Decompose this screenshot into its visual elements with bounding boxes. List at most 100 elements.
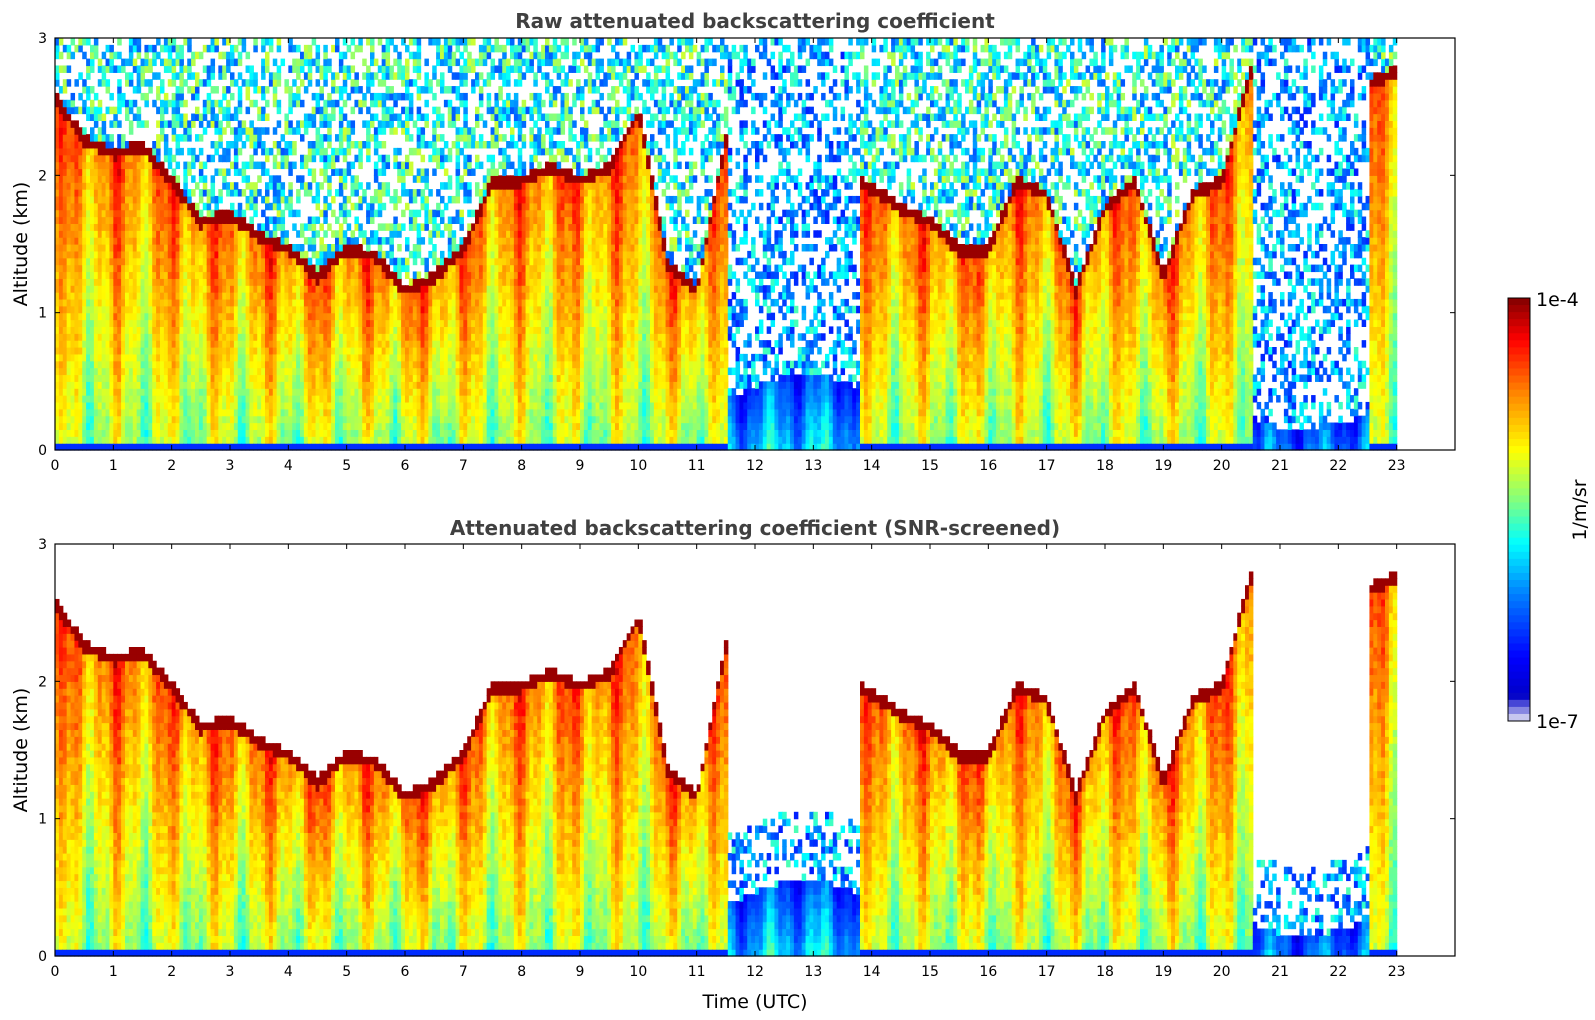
heatmap-cell bbox=[316, 368, 320, 375]
heatmap-cell bbox=[117, 251, 121, 258]
heatmap-cell bbox=[141, 306, 145, 313]
heatmap-cell bbox=[164, 258, 168, 265]
heatmap-cell bbox=[234, 299, 238, 306]
heatmap-cell bbox=[63, 347, 67, 354]
heatmap-cell bbox=[234, 258, 238, 265]
heatmap-cell bbox=[253, 196, 257, 203]
heatmap-cell bbox=[172, 182, 176, 189]
heatmap-cell bbox=[265, 340, 269, 347]
heatmap-cell bbox=[456, 59, 460, 66]
heatmap-cell bbox=[405, 306, 409, 313]
heatmap-cell bbox=[292, 381, 296, 388]
heatmap-cell bbox=[261, 223, 265, 230]
heatmap-cell bbox=[179, 65, 183, 72]
heatmap-cell bbox=[98, 141, 102, 148]
heatmap-cell bbox=[199, 278, 203, 285]
heatmap-cell bbox=[347, 120, 351, 127]
heatmap-cell bbox=[195, 429, 199, 436]
heatmap-cell bbox=[358, 333, 362, 340]
heatmap-cell bbox=[327, 271, 331, 278]
heatmap-cell bbox=[137, 361, 141, 368]
heatmap-cell bbox=[393, 429, 397, 436]
heatmap-cell bbox=[106, 416, 110, 423]
heatmap-cell bbox=[261, 381, 265, 388]
heatmap-cell bbox=[378, 120, 382, 127]
heatmap-cell bbox=[417, 313, 421, 320]
heatmap-cell bbox=[148, 203, 152, 210]
heatmap-cell bbox=[277, 388, 281, 395]
heatmap-cell bbox=[393, 306, 397, 313]
heatmap-cell bbox=[424, 271, 428, 278]
heatmap-cell bbox=[78, 38, 82, 45]
heatmap-cell bbox=[141, 333, 145, 340]
heatmap-cell bbox=[133, 306, 137, 313]
heatmap-cell bbox=[277, 333, 281, 340]
heatmap-cell bbox=[106, 107, 110, 114]
heatmap-cell bbox=[393, 285, 397, 292]
heatmap-cell bbox=[300, 182, 304, 189]
heatmap-cell bbox=[191, 333, 195, 340]
heatmap-cell bbox=[160, 354, 164, 361]
heatmap-cell bbox=[386, 409, 390, 416]
heatmap-cell bbox=[191, 237, 195, 244]
heatmap-cell bbox=[316, 265, 320, 272]
heatmap-cell bbox=[156, 148, 160, 155]
heatmap-cell bbox=[191, 223, 195, 230]
heatmap-cell bbox=[121, 340, 125, 347]
heatmap-cell bbox=[187, 320, 191, 327]
heatmap-cell bbox=[300, 313, 304, 320]
heatmap-cell bbox=[424, 203, 428, 210]
heatmap-cell bbox=[331, 429, 335, 436]
heatmap-cell bbox=[382, 114, 386, 121]
heatmap-cell bbox=[74, 388, 78, 395]
heatmap-cell bbox=[257, 162, 261, 169]
heatmap-cell bbox=[249, 72, 253, 79]
heatmap-cell bbox=[257, 265, 261, 272]
heatmap-cell bbox=[168, 368, 172, 375]
heatmap-cell bbox=[335, 189, 339, 196]
heatmap-cell bbox=[137, 271, 141, 278]
heatmap-cell bbox=[409, 79, 413, 86]
heatmap-cell bbox=[230, 217, 234, 224]
heatmap-cell bbox=[417, 333, 421, 340]
heatmap-cell bbox=[389, 72, 393, 79]
heatmap-cell bbox=[374, 251, 378, 258]
heatmap-cell bbox=[226, 361, 230, 368]
heatmap-cell bbox=[234, 388, 238, 395]
heatmap-cell bbox=[358, 182, 362, 189]
heatmap-cell bbox=[265, 416, 269, 423]
heatmap-cell bbox=[230, 381, 234, 388]
heatmap-cell bbox=[269, 436, 273, 443]
heatmap-cell bbox=[249, 361, 253, 368]
heatmap-cell bbox=[327, 368, 331, 375]
heatmap-cell bbox=[288, 271, 292, 278]
heatmap-cell bbox=[148, 436, 152, 443]
heatmap-cell bbox=[191, 189, 195, 196]
heatmap-cell bbox=[386, 326, 390, 333]
heatmap-cell bbox=[312, 285, 316, 292]
heatmap-cell bbox=[156, 395, 160, 402]
heatmap-cell bbox=[218, 423, 222, 430]
heatmap-cell bbox=[421, 306, 425, 313]
heatmap-cell bbox=[413, 368, 417, 375]
heatmap-cell bbox=[211, 416, 215, 423]
heatmap-cell bbox=[452, 278, 456, 285]
heatmap-cell bbox=[456, 175, 460, 182]
heatmap-cell bbox=[354, 388, 358, 395]
heatmap-cell bbox=[316, 285, 320, 292]
heatmap-cell bbox=[277, 38, 281, 45]
heatmap-cell bbox=[351, 86, 355, 93]
heatmap-cell bbox=[168, 271, 172, 278]
heatmap-cell bbox=[183, 189, 187, 196]
heatmap-cell bbox=[113, 114, 117, 121]
heatmap-cell bbox=[452, 265, 456, 272]
heatmap-cell bbox=[253, 340, 257, 347]
heatmap-cell bbox=[78, 196, 82, 203]
heatmap-cell bbox=[432, 107, 436, 114]
heatmap-cell bbox=[265, 299, 269, 306]
heatmap-cell bbox=[176, 114, 180, 121]
heatmap-cell bbox=[312, 368, 316, 375]
heatmap-cell bbox=[121, 182, 125, 189]
heatmap-cell bbox=[300, 409, 304, 416]
heatmap-cell bbox=[141, 313, 145, 320]
